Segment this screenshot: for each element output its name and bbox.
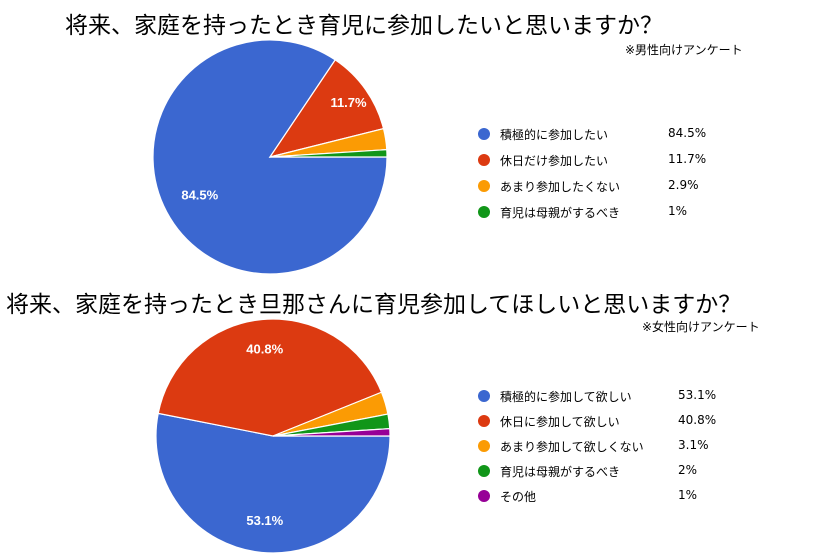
pie-2-slice-5 <box>272 428 391 437</box>
legend-value: 11.7% <box>668 152 707 166</box>
legend-value: 3.1% <box>678 438 709 452</box>
pie-1-slice-4 <box>269 149 388 158</box>
pie-2-slice-label-1: 53.1% <box>246 513 283 528</box>
legend-value: 40.8% <box>678 413 717 427</box>
legend-value: 1% <box>668 204 688 218</box>
legend-label: その他 <box>500 490 537 504</box>
legend-swatch-icon <box>478 154 490 166</box>
pie-2-slice-1 <box>155 412 391 554</box>
legend-label: あまり参加したくない <box>500 180 621 194</box>
legend-value: 2.9% <box>668 178 699 192</box>
legend-label: 休日だけ参加したい <box>500 154 609 168</box>
legend-value: 53.1% <box>678 388 717 402</box>
legend-value: 2% <box>678 463 698 477</box>
chart-1-legend: 積極的に参加したい 84.5% 休日だけ参加したい 11.7% あまり参加したくない 2.… <box>478 126 738 236</box>
chart-1-subtitle: ※男性向けアンケート <box>625 43 743 57</box>
pie-2-slice-label-2: 40.8% <box>246 342 283 357</box>
pie-2-slice-2 <box>157 318 383 437</box>
legend-swatch-icon <box>478 206 490 218</box>
chart-1-title: 将来、家庭を持ったとき育児に参加したいと思いますか？ <box>65 13 663 39</box>
legend-swatch-icon <box>478 128 490 140</box>
pie-2: 53.1% 40.8% <box>155 318 391 554</box>
legend-label: 育児は母親がするべき <box>500 465 621 479</box>
legend-label: 休日に参加して欲しい <box>500 415 620 429</box>
pie-1-slice-label-2: 11.7% <box>330 95 367 110</box>
legend-swatch-icon <box>478 465 490 477</box>
legend-value: 84.5% <box>668 126 707 140</box>
chart-2-subtitle: ※女性向けアンケート <box>642 320 760 334</box>
legend-swatch-icon <box>478 415 490 427</box>
legend-swatch-icon <box>478 440 490 452</box>
legend-swatch-icon <box>478 490 490 502</box>
chart-2-title: 将来、家庭を持ったとき旦那さんに育児参加してほしいと思いますか？ <box>6 292 742 318</box>
legend-swatch-icon <box>478 390 490 402</box>
pie-1-slice-2 <box>268 59 385 158</box>
pie-1: 84.5% 11.7% <box>152 39 388 275</box>
legend-label: あまり参加して欲しくない <box>500 440 644 454</box>
legend-label: 育児は母親がするべき <box>500 206 621 220</box>
pie-1-slice-label-1: 84.5% <box>181 187 218 202</box>
chart-2-legend: 積極的に参加して欲しい 53.1% 休日に参加して欲しい 40.8% あまり参加して欲し… <box>478 388 738 518</box>
legend-value: 1% <box>678 488 698 502</box>
legend-label: 積極的に参加して欲しい <box>500 390 632 404</box>
legend-swatch-icon <box>478 180 490 192</box>
legend-label: 積極的に参加したい <box>500 128 609 142</box>
